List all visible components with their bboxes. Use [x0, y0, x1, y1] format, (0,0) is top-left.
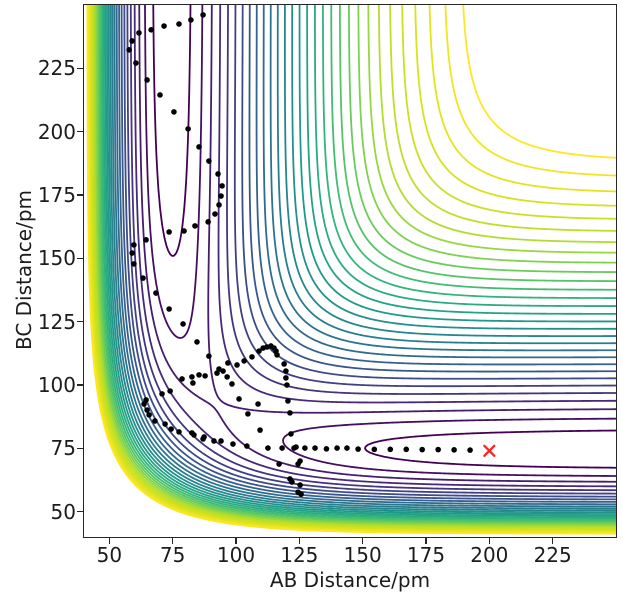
x-tick-label: 100	[216, 543, 256, 567]
y-tick-label: 125	[37, 309, 76, 334]
y-tick-label: 200	[37, 119, 76, 144]
x-tick-label: 175	[406, 543, 446, 567]
x-tick-label: 50	[96, 543, 123, 567]
contour-plot	[84, 5, 616, 537]
x-tick-mark	[488, 537, 491, 544]
y-tick-mark	[76, 194, 83, 196]
y-tick-label: 175	[37, 183, 76, 207]
y-tick-mark	[76, 510, 83, 513]
x-tick-mark	[551, 537, 554, 544]
y-tick-label: 50	[50, 499, 76, 524]
x-axis-label: AB Distance/pm	[269, 568, 431, 592]
x-tick-mark	[361, 537, 364, 544]
x-tick-label: 150	[343, 543, 382, 567]
x-tick-label: 125	[280, 543, 319, 567]
x-tick-mark	[298, 537, 301, 544]
x-tick-label: 225	[533, 543, 572, 567]
y-tick-mark	[76, 447, 83, 450]
y-tick-mark	[76, 130, 83, 133]
y-tick-mark	[76, 67, 83, 70]
y-tick-mark	[76, 384, 83, 386]
y-tick-label: 150	[37, 246, 76, 271]
x-tick-mark	[171, 537, 174, 544]
y-tick-label: 100	[37, 373, 76, 397]
x-tick-mark	[108, 537, 111, 544]
y-tick-label: 225	[37, 56, 76, 81]
y-tick-mark	[76, 320, 83, 323]
x-tick-mark	[425, 537, 427, 544]
x-tick-mark	[235, 537, 237, 544]
y-axis-label: BC Distance/pm	[12, 189, 36, 351]
y-tick-mark	[76, 257, 83, 260]
x-tick-label: 75	[159, 543, 186, 567]
x-tick-label: 200	[470, 543, 509, 567]
y-tick-label: 75	[50, 436, 76, 461]
